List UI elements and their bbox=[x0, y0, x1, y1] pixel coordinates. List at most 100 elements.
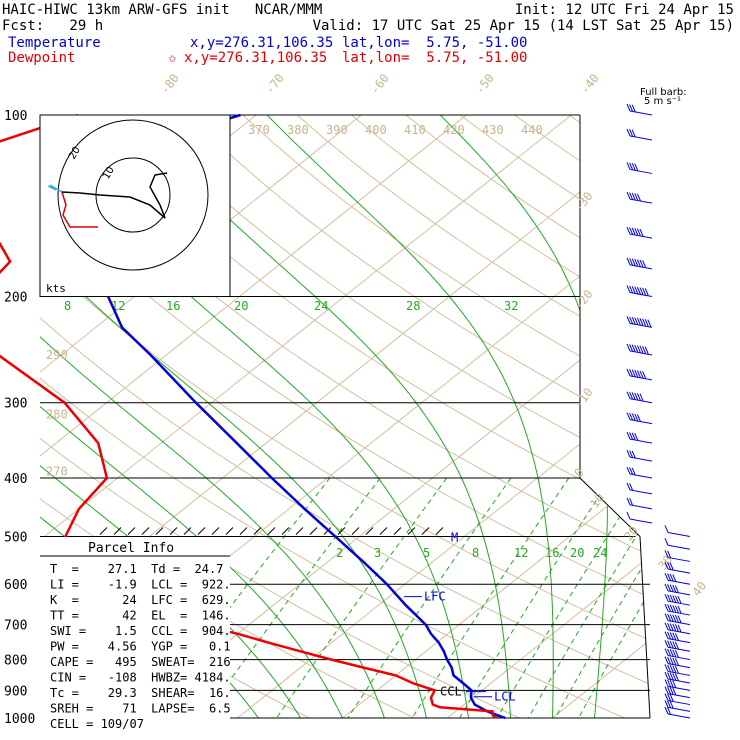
barb-flag bbox=[664, 640, 669, 648]
freezing-hatch bbox=[197, 527, 206, 535]
barb-flag bbox=[672, 687, 677, 695]
barb-staff bbox=[629, 518, 653, 524]
barb-flag bbox=[677, 615, 682, 623]
barb-flag bbox=[664, 664, 669, 672]
hodograph-frame bbox=[39, 114, 231, 298]
isotherm-label: 20 bbox=[621, 524, 641, 544]
dry-adiabat-line bbox=[514, 115, 650, 718]
freezing-hatch bbox=[127, 527, 136, 535]
barb-flag bbox=[631, 392, 636, 400]
barb-flag bbox=[636, 414, 641, 422]
barb-flag bbox=[674, 585, 679, 593]
barb-staff bbox=[629, 264, 653, 270]
barb-flag bbox=[626, 226, 631, 235]
barb-flag bbox=[634, 369, 639, 378]
barb-flag bbox=[664, 613, 669, 621]
wind-barb bbox=[664, 538, 691, 550]
barb-flag bbox=[669, 694, 674, 702]
mixing-upper-label: 28 bbox=[406, 299, 420, 313]
dry-adiabat-line bbox=[188, 115, 650, 718]
wind-barb bbox=[626, 343, 653, 356]
barb-flag bbox=[629, 129, 634, 137]
parcel-row: SWI = 1.5 CCL = 904. bbox=[50, 624, 231, 638]
barb-flag bbox=[667, 631, 672, 640]
wind-barb bbox=[626, 191, 653, 204]
barb-staff bbox=[667, 568, 691, 574]
barb-flag bbox=[669, 584, 674, 592]
barb-staff bbox=[667, 663, 691, 669]
barb-flag bbox=[626, 368, 631, 377]
mixing-lower-label: 16 bbox=[545, 546, 559, 560]
barb-flag bbox=[631, 163, 636, 171]
wind-barb bbox=[664, 640, 691, 652]
hodo-main-trace bbox=[61, 172, 168, 219]
barb-flag bbox=[664, 700, 669, 708]
barb-flag bbox=[669, 640, 674, 649]
barb-flag bbox=[642, 371, 647, 379]
barb-flag bbox=[636, 393, 641, 401]
barb-flag bbox=[626, 257, 631, 266]
wind-barb bbox=[664, 648, 691, 661]
wind-barb bbox=[664, 583, 691, 596]
barb-flag bbox=[664, 603, 669, 612]
freezing-hatch bbox=[267, 527, 276, 535]
theta-label: 370 bbox=[248, 123, 270, 137]
mixing-ratio-line bbox=[527, 477, 650, 718]
barb-staff bbox=[629, 419, 653, 425]
dry-adiabat-line bbox=[40, 115, 625, 718]
mixing-lower-label: 5 bbox=[423, 546, 430, 560]
parcel-row: CAPE = 495 SWEAT= 216 bbox=[50, 655, 231, 669]
pressure-label: 100 bbox=[4, 109, 27, 124]
barb-flag bbox=[636, 259, 641, 267]
parcel-info-box: Parcel Info T = 27.1 Td = 24.7 LI = -1.9 L… bbox=[40, 537, 231, 731]
freezing-hatch bbox=[295, 527, 304, 535]
mixing-ratio-line bbox=[554, 477, 650, 718]
wind-barb bbox=[664, 664, 691, 676]
barb-flag bbox=[664, 706, 669, 715]
barb-flag bbox=[669, 665, 674, 673]
barb-flag bbox=[642, 318, 647, 326]
barb-flag bbox=[664, 538, 669, 546]
freezing-hatch bbox=[421, 527, 430, 535]
barb-flag bbox=[674, 624, 679, 632]
pressure-label: 500 bbox=[4, 530, 27, 545]
freezing-hatch bbox=[211, 527, 220, 535]
wind-barb bbox=[626, 466, 653, 479]
barb-flag bbox=[667, 613, 672, 622]
barb-flag bbox=[669, 672, 674, 681]
barb-flag bbox=[631, 432, 636, 441]
barb-flag bbox=[664, 583, 669, 592]
wind-barb bbox=[626, 368, 653, 381]
mixing-ratio-line bbox=[496, 477, 646, 718]
isotherm-label: -50 bbox=[473, 71, 497, 97]
mixing-lower-label: 3 bbox=[374, 546, 381, 560]
axis-labels: 100 200 300 400 500 600 700 800 900 1000 -80 -70 -60… bbox=[4, 71, 709, 727]
dewpoint-xy: x,y=276.31,106.35 bbox=[184, 50, 328, 66]
moist-adiabat-line bbox=[127, 115, 511, 718]
barb-flag bbox=[672, 632, 677, 641]
barb-staff bbox=[667, 544, 691, 550]
mixing-lower-label: 20 bbox=[570, 546, 584, 560]
barb-flag bbox=[642, 346, 647, 354]
barb-flag bbox=[634, 286, 639, 294]
barb-flag bbox=[639, 345, 644, 354]
barb-staff bbox=[629, 135, 653, 141]
barb-staff bbox=[629, 198, 653, 204]
moist-adiabat-line bbox=[40, 115, 469, 718]
barb-flag bbox=[626, 128, 631, 137]
theta-left-label: 270 bbox=[46, 464, 68, 478]
barb-flag bbox=[629, 412, 634, 421]
barb-staff bbox=[667, 638, 691, 644]
barb-flag bbox=[674, 633, 679, 641]
wind-barb bbox=[664, 550, 691, 562]
barb-flag bbox=[639, 393, 644, 401]
barb-flag bbox=[674, 665, 679, 674]
theta-label: 390 bbox=[326, 123, 348, 137]
barb-flag bbox=[664, 622, 669, 630]
barb-flag bbox=[677, 605, 682, 614]
isotherm-line bbox=[40, 115, 572, 718]
barb-flag bbox=[664, 525, 669, 533]
barb-flag bbox=[674, 658, 679, 666]
barb-flag bbox=[639, 259, 644, 268]
barb-flag bbox=[664, 631, 669, 639]
